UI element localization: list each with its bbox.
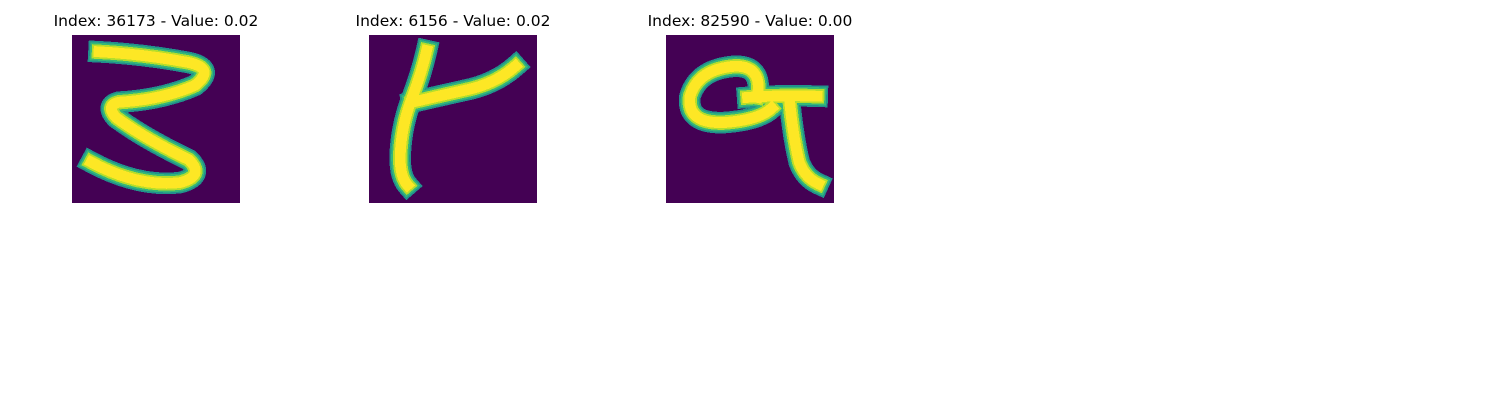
digit-image-4	[369, 35, 537, 203]
digit-image-9	[666, 35, 834, 203]
digit-strokes	[389, 37, 531, 201]
digit-strokes	[76, 40, 215, 195]
digit-stroke-layer	[684, 60, 780, 129]
panel-title: Index: 6156 - Value: 0.02	[355, 12, 551, 30]
panel-title: Index: 36173 - Value: 0.02	[53, 12, 259, 30]
digit-stroke-layer	[783, 95, 826, 191]
digit-image-3	[72, 35, 240, 203]
digit-strokes	[678, 55, 833, 199]
panel-title: Index: 82590 - Value: 0.00	[647, 12, 853, 30]
digit-stroke-layer	[83, 46, 210, 189]
digit-stroke-layer	[405, 58, 524, 109]
digit-stroke-layer	[741, 90, 823, 104]
digit-stroke-layer	[394, 44, 434, 193]
